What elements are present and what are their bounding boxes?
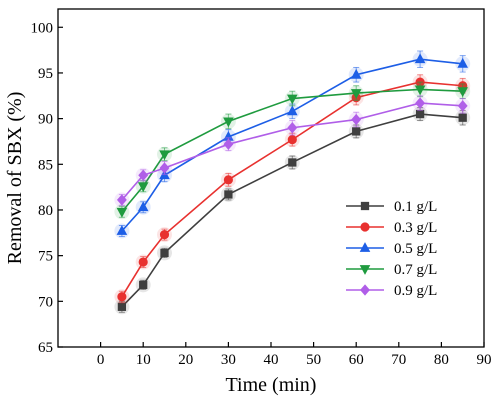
data-point: [288, 158, 297, 167]
data-point: [287, 105, 298, 116]
data-point: [457, 87, 468, 98]
x-tick-label: 0: [97, 352, 105, 368]
data-point: [139, 280, 148, 290]
y-tick-label: 70: [38, 294, 53, 310]
data-point: [223, 117, 234, 128]
series-line: [121, 81, 463, 298]
data-point: [223, 138, 234, 150]
data-point: [352, 127, 361, 136]
data-point: [138, 257, 148, 267]
legend-item: 0.9 g/L: [346, 283, 437, 299]
data-point: [415, 109, 425, 119]
data-point: [138, 169, 149, 181]
data-point: [159, 150, 170, 161]
series-1: [114, 106, 471, 315]
x-tick-label: 20: [178, 352, 193, 368]
y-tick-label: 75: [38, 249, 53, 265]
data-point: [160, 248, 169, 258]
legend-marker: [360, 284, 370, 296]
data-point: [117, 302, 127, 311]
data-point: [117, 292, 127, 302]
data-point: [414, 85, 426, 96]
legend-marker: [360, 222, 370, 232]
legend-label: 0.1 g/L: [394, 199, 437, 215]
series-3: [114, 50, 471, 239]
x-tick-label: 60: [349, 352, 364, 368]
legend-item: 0.3 g/L: [346, 220, 437, 236]
y-tick-label: 95: [38, 66, 53, 82]
legend-item: 0.1 g/L: [346, 199, 437, 215]
series-line: [121, 58, 463, 232]
legend: 0.1 g/L 0.3 g/L 0.5 g/L 0.7 g/L 0.9 g/L: [346, 199, 437, 299]
y-tick-label: 85: [38, 157, 53, 173]
data-point: [350, 68, 362, 79]
x-tick-label: 50: [306, 352, 321, 368]
data-point: [457, 57, 468, 68]
series-line: [121, 113, 463, 308]
data-point: [116, 225, 128, 235]
legend-item: 0.7 g/L: [346, 262, 437, 278]
data-point: [159, 162, 170, 174]
x-tick-label: 80: [434, 352, 449, 368]
y-axis-title: Removal of SBX (%): [4, 92, 26, 265]
y-tick-label: 80: [38, 203, 53, 219]
legend-label: 0.9 g/L: [394, 283, 437, 299]
data-point: [287, 122, 298, 134]
data-point: [351, 113, 362, 126]
x-tick-label: 30: [221, 352, 236, 368]
legend-marker: [360, 201, 370, 211]
data-point: [287, 135, 297, 145]
series-layer: [114, 50, 471, 315]
legend-marker: [359, 242, 371, 252]
x-tick-label: 90: [477, 352, 491, 368]
y-tick-label: 65: [38, 340, 53, 356]
y-tick-label: 100: [31, 20, 54, 36]
legend-marker: [359, 265, 371, 275]
data-point: [116, 194, 127, 206]
data-point: [350, 89, 362, 99]
y-tick-label: 90: [38, 112, 53, 128]
x-tick-label: 40: [264, 352, 279, 368]
x-axis-title: Time (min): [226, 374, 317, 396]
data-point: [414, 53, 426, 64]
data-point: [137, 182, 149, 193]
axis-ticks: 0 10 20 30 40 50 60 70 80 90 65 70 75 80 85 90 95 100: [31, 20, 491, 368]
data-point: [287, 94, 298, 105]
data-point: [457, 100, 468, 112]
legend-label: 0.5 g/L: [394, 241, 437, 257]
data-point: [224, 190, 233, 199]
data-point: [137, 201, 149, 212]
data-point: [159, 230, 170, 240]
legend-item: 0.5 g/L: [346, 241, 437, 257]
legend-label: 0.7 g/L: [394, 262, 437, 278]
x-tick-label: 70: [391, 352, 406, 368]
data-point: [223, 175, 233, 185]
series-line: [121, 88, 463, 213]
legend-label: 0.3 g/L: [394, 220, 437, 236]
data-point: [116, 207, 128, 218]
x-tick-label: 10: [136, 352, 151, 368]
data-point: [415, 97, 426, 109]
series-5: [114, 95, 471, 208]
data-point: [458, 113, 467, 122]
